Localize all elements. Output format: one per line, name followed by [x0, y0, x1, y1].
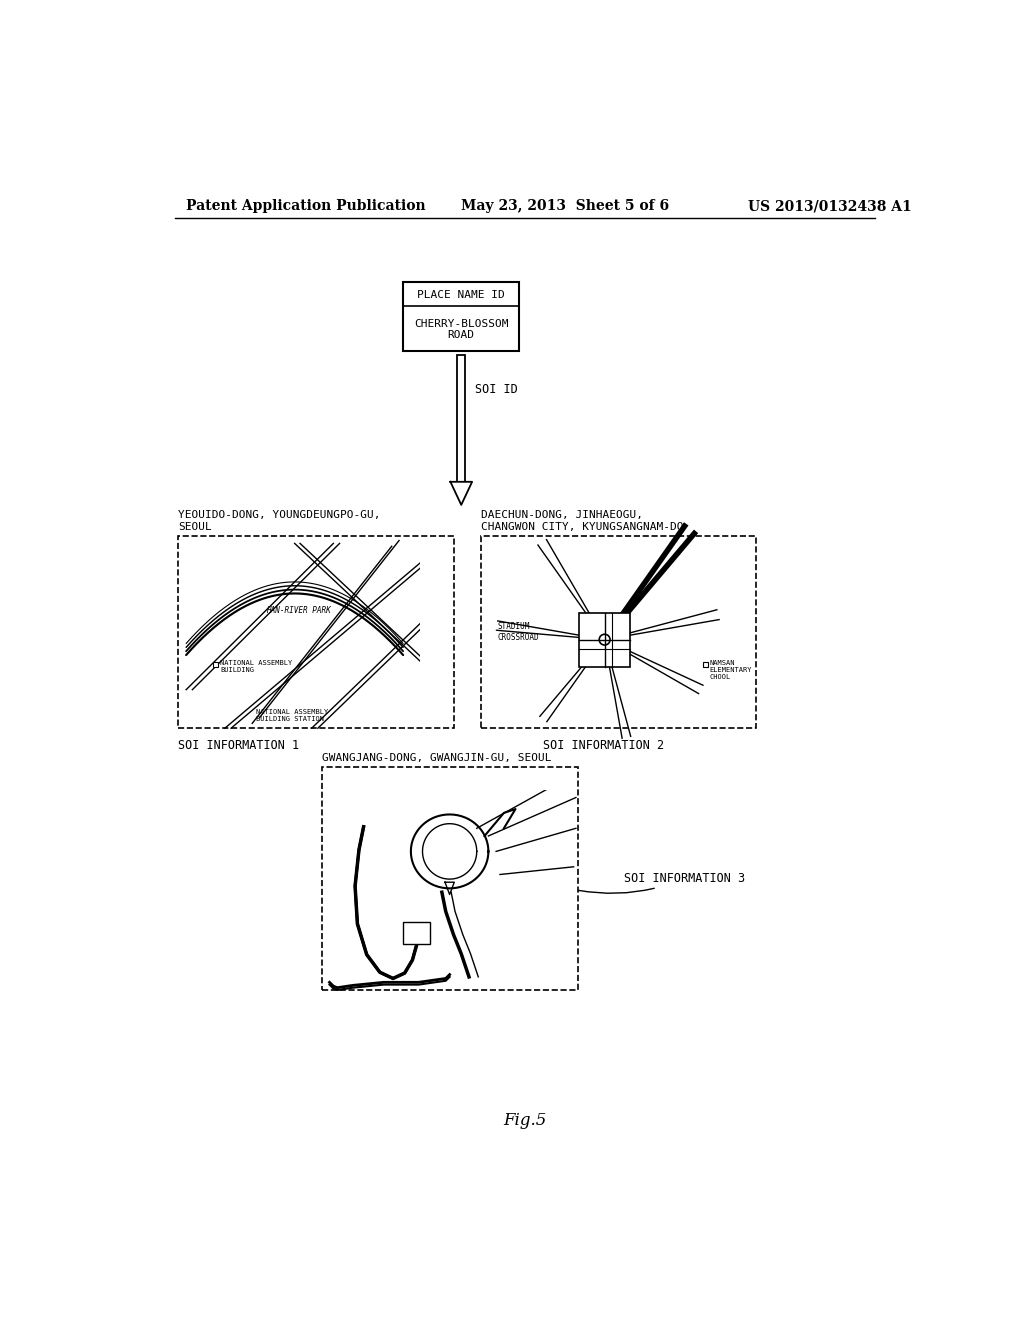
- Bar: [322, 767, 578, 990]
- Bar: [480, 536, 756, 729]
- Bar: [403, 923, 430, 944]
- Bar: [580, 612, 630, 667]
- Polygon shape: [451, 482, 472, 506]
- Text: HAN-RIVER PARK: HAN-RIVER PARK: [266, 606, 331, 615]
- Bar: [458, 355, 465, 482]
- Text: NATIONAL ASSEMBLY
BUILDING: NATIONAL ASSEMBLY BUILDING: [220, 660, 293, 673]
- Text: SOI ID: SOI ID: [475, 383, 518, 396]
- Bar: [703, 663, 708, 667]
- Text: NAMSAN
ELEMENTARY
CHOOL: NAMSAN ELEMENTARY CHOOL: [710, 660, 752, 680]
- Text: STADIUM
CROSSROAD: STADIUM CROSSROAD: [498, 622, 540, 642]
- Text: GWANGJANG-DONG, GWANGJIN-GU, SEOUL: GWANGJANG-DONG, GWANGJIN-GU, SEOUL: [322, 752, 551, 763]
- Text: DAECHUN-DONG, JINHAEOGU,
CHANGWON CITY, KYUNGSANGNAM-DO: DAECHUN-DONG, JINHAEOGU, CHANGWON CITY, …: [480, 511, 683, 532]
- Text: Patent Application Publication: Patent Application Publication: [186, 199, 426, 213]
- Text: May 23, 2013  Sheet 5 of 6: May 23, 2013 Sheet 5 of 6: [461, 199, 670, 213]
- Text: CHERRY-BLOSSOM
ROAD: CHERRY-BLOSSOM ROAD: [414, 318, 509, 341]
- Text: SOI INFORMATION 1: SOI INFORMATION 1: [178, 739, 299, 751]
- Text: SOI INFORMATION 2: SOI INFORMATION 2: [543, 739, 664, 751]
- Bar: [178, 536, 454, 729]
- Text: NATIONAL ASSEMBLY
BUILDING STATION: NATIONAL ASSEMBLY BUILDING STATION: [256, 709, 328, 722]
- Bar: [213, 663, 218, 667]
- Text: YEOUIDO-DONG, YOUNGDEUNGPO-GU,
SEOUL: YEOUIDO-DONG, YOUNGDEUNGPO-GU, SEOUL: [178, 511, 381, 532]
- Text: Fig.5: Fig.5: [503, 1113, 547, 1130]
- Text: SOI INFORMATION 3: SOI INFORMATION 3: [579, 871, 745, 894]
- Text: US 2013/0132438 A1: US 2013/0132438 A1: [748, 199, 911, 213]
- Bar: [403, 281, 519, 351]
- Text: PLACE NAME ID: PLACE NAME ID: [418, 290, 505, 301]
